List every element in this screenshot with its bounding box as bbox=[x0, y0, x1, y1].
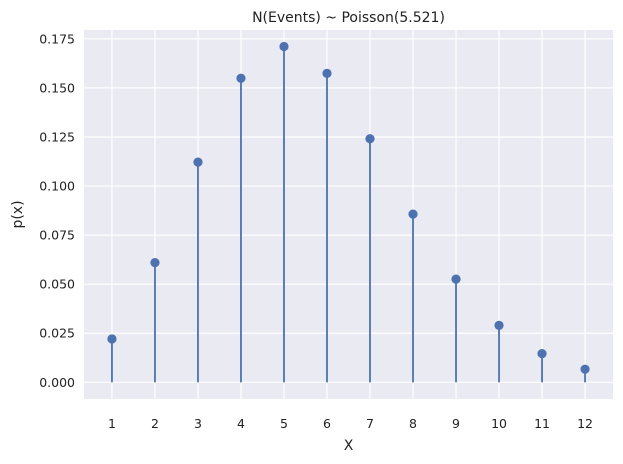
stem-marker bbox=[150, 257, 160, 268]
y-axis-label: p(x) bbox=[10, 200, 26, 228]
y-tick-label: 0.125 bbox=[39, 129, 75, 144]
stem-marker bbox=[537, 349, 547, 359]
x-tick-label: 6 bbox=[323, 416, 331, 431]
y-tick-label: 0.050 bbox=[39, 277, 75, 292]
stem-marker bbox=[107, 334, 117, 344]
y-tick-label: 0.075 bbox=[39, 228, 75, 243]
stem-marker bbox=[236, 73, 246, 83]
x-tick-label: 4 bbox=[237, 416, 245, 431]
x-tick-label: 8 bbox=[409, 416, 417, 431]
y-tick-label: 0.175 bbox=[39, 31, 75, 46]
x-tick-label: 10 bbox=[491, 416, 507, 431]
stem-marker bbox=[322, 68, 332, 78]
y-tick-label: 0.000 bbox=[39, 375, 75, 390]
x-tick-label: 12 bbox=[577, 416, 593, 431]
stem-marker bbox=[580, 364, 590, 374]
stem-marker bbox=[193, 157, 203, 167]
y-axis-ticks: 0.000 0.025 0.050 0.075 0.100 0.125 0.150 0.175 bbox=[39, 31, 75, 389]
x-axis-label: X bbox=[344, 438, 354, 454]
stem-marker bbox=[451, 274, 461, 284]
x-tick-label: 11 bbox=[534, 416, 550, 431]
x-tick-label: 9 bbox=[452, 416, 460, 431]
stem-marker bbox=[365, 134, 375, 144]
markers bbox=[107, 41, 590, 374]
y-tick-label: 0.025 bbox=[39, 326, 75, 341]
y-tick-label: 0.100 bbox=[39, 179, 75, 194]
x-tick-label: 5 bbox=[280, 416, 288, 431]
x-axis-ticks: 1 2 3 4 5 6 7 8 9 10 11 12 bbox=[108, 416, 593, 431]
stem-marker bbox=[408, 209, 418, 219]
x-tick-label: 7 bbox=[366, 416, 374, 431]
stems bbox=[111, 46, 586, 383]
chart-title: N(Events) ~ Poisson(5.521) bbox=[252, 10, 445, 26]
stem-marker bbox=[494, 320, 504, 330]
y-tick-label: 0.150 bbox=[39, 80, 75, 95]
plot-area bbox=[84, 30, 613, 399]
stem-marker bbox=[279, 41, 289, 52]
x-tick-label: 1 bbox=[108, 416, 116, 431]
x-tick-label: 3 bbox=[194, 416, 202, 431]
x-tick-label: 2 bbox=[151, 416, 159, 431]
